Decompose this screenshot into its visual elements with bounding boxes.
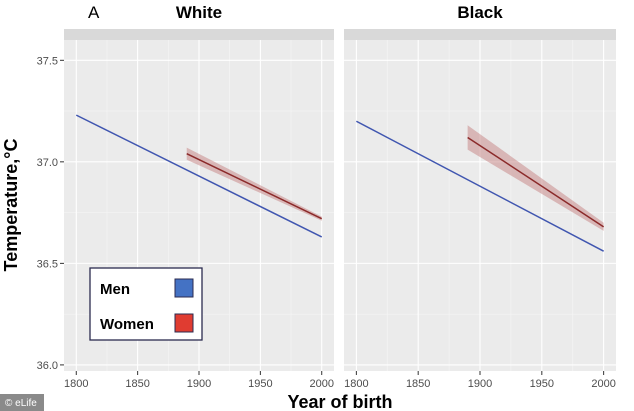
credit-badge	[0, 394, 44, 411]
x-tick-label: 1800	[344, 378, 368, 390]
x-tick-label: 2000	[591, 378, 615, 390]
y-axis-title: Temperature,°C	[1, 139, 21, 272]
series-line-women	[467, 136, 605, 228]
legend-label-women: Women	[100, 316, 154, 333]
x-tick-label: 1850	[125, 378, 149, 390]
x-tick-label: 1800	[64, 378, 88, 390]
facets: White Black	[64, 3, 616, 371]
legend: Men Women	[89, 267, 203, 341]
legend-swatch-women	[174, 313, 194, 333]
panel-letter: A	[88, 3, 100, 22]
x-tick-label: 1950	[248, 378, 272, 390]
legend-item-women: Women	[100, 313, 194, 333]
legend-item-men: Men	[100, 278, 194, 298]
x-tick-label: 1900	[187, 378, 211, 390]
legend-label-men: Men	[100, 281, 130, 298]
facet-black: Black	[344, 3, 616, 371]
x-tick-label: 1900	[468, 378, 492, 390]
facet-strip	[64, 29, 334, 40]
x-axis: 1800 1850 1900 1950 2000 1800 1850 1900 1950 2000	[64, 371, 616, 390]
legend-swatch-men	[174, 278, 194, 298]
x-axis-title: Year of birth	[287, 392, 392, 411]
x-tick-label: 1850	[406, 378, 430, 390]
series-line-men	[356, 120, 604, 252]
y-axis: 36.0 36.5 37.0 37.5	[37, 55, 64, 372]
y-tick-label: 37.5	[37, 55, 58, 67]
x-tick-label: 1950	[530, 378, 554, 390]
facet-title: Black	[457, 3, 503, 22]
y-tick-label: 37.0	[37, 157, 58, 169]
facet-title: White	[176, 3, 222, 22]
series-line-men	[75, 114, 323, 238]
y-tick-label: 36.0	[37, 360, 58, 372]
x-tick-label: 2000	[309, 378, 333, 390]
series-line-women	[186, 153, 323, 220]
facet-strip	[344, 29, 616, 40]
credit-text: © eLife	[5, 398, 37, 409]
y-tick-label: 36.5	[37, 258, 58, 270]
